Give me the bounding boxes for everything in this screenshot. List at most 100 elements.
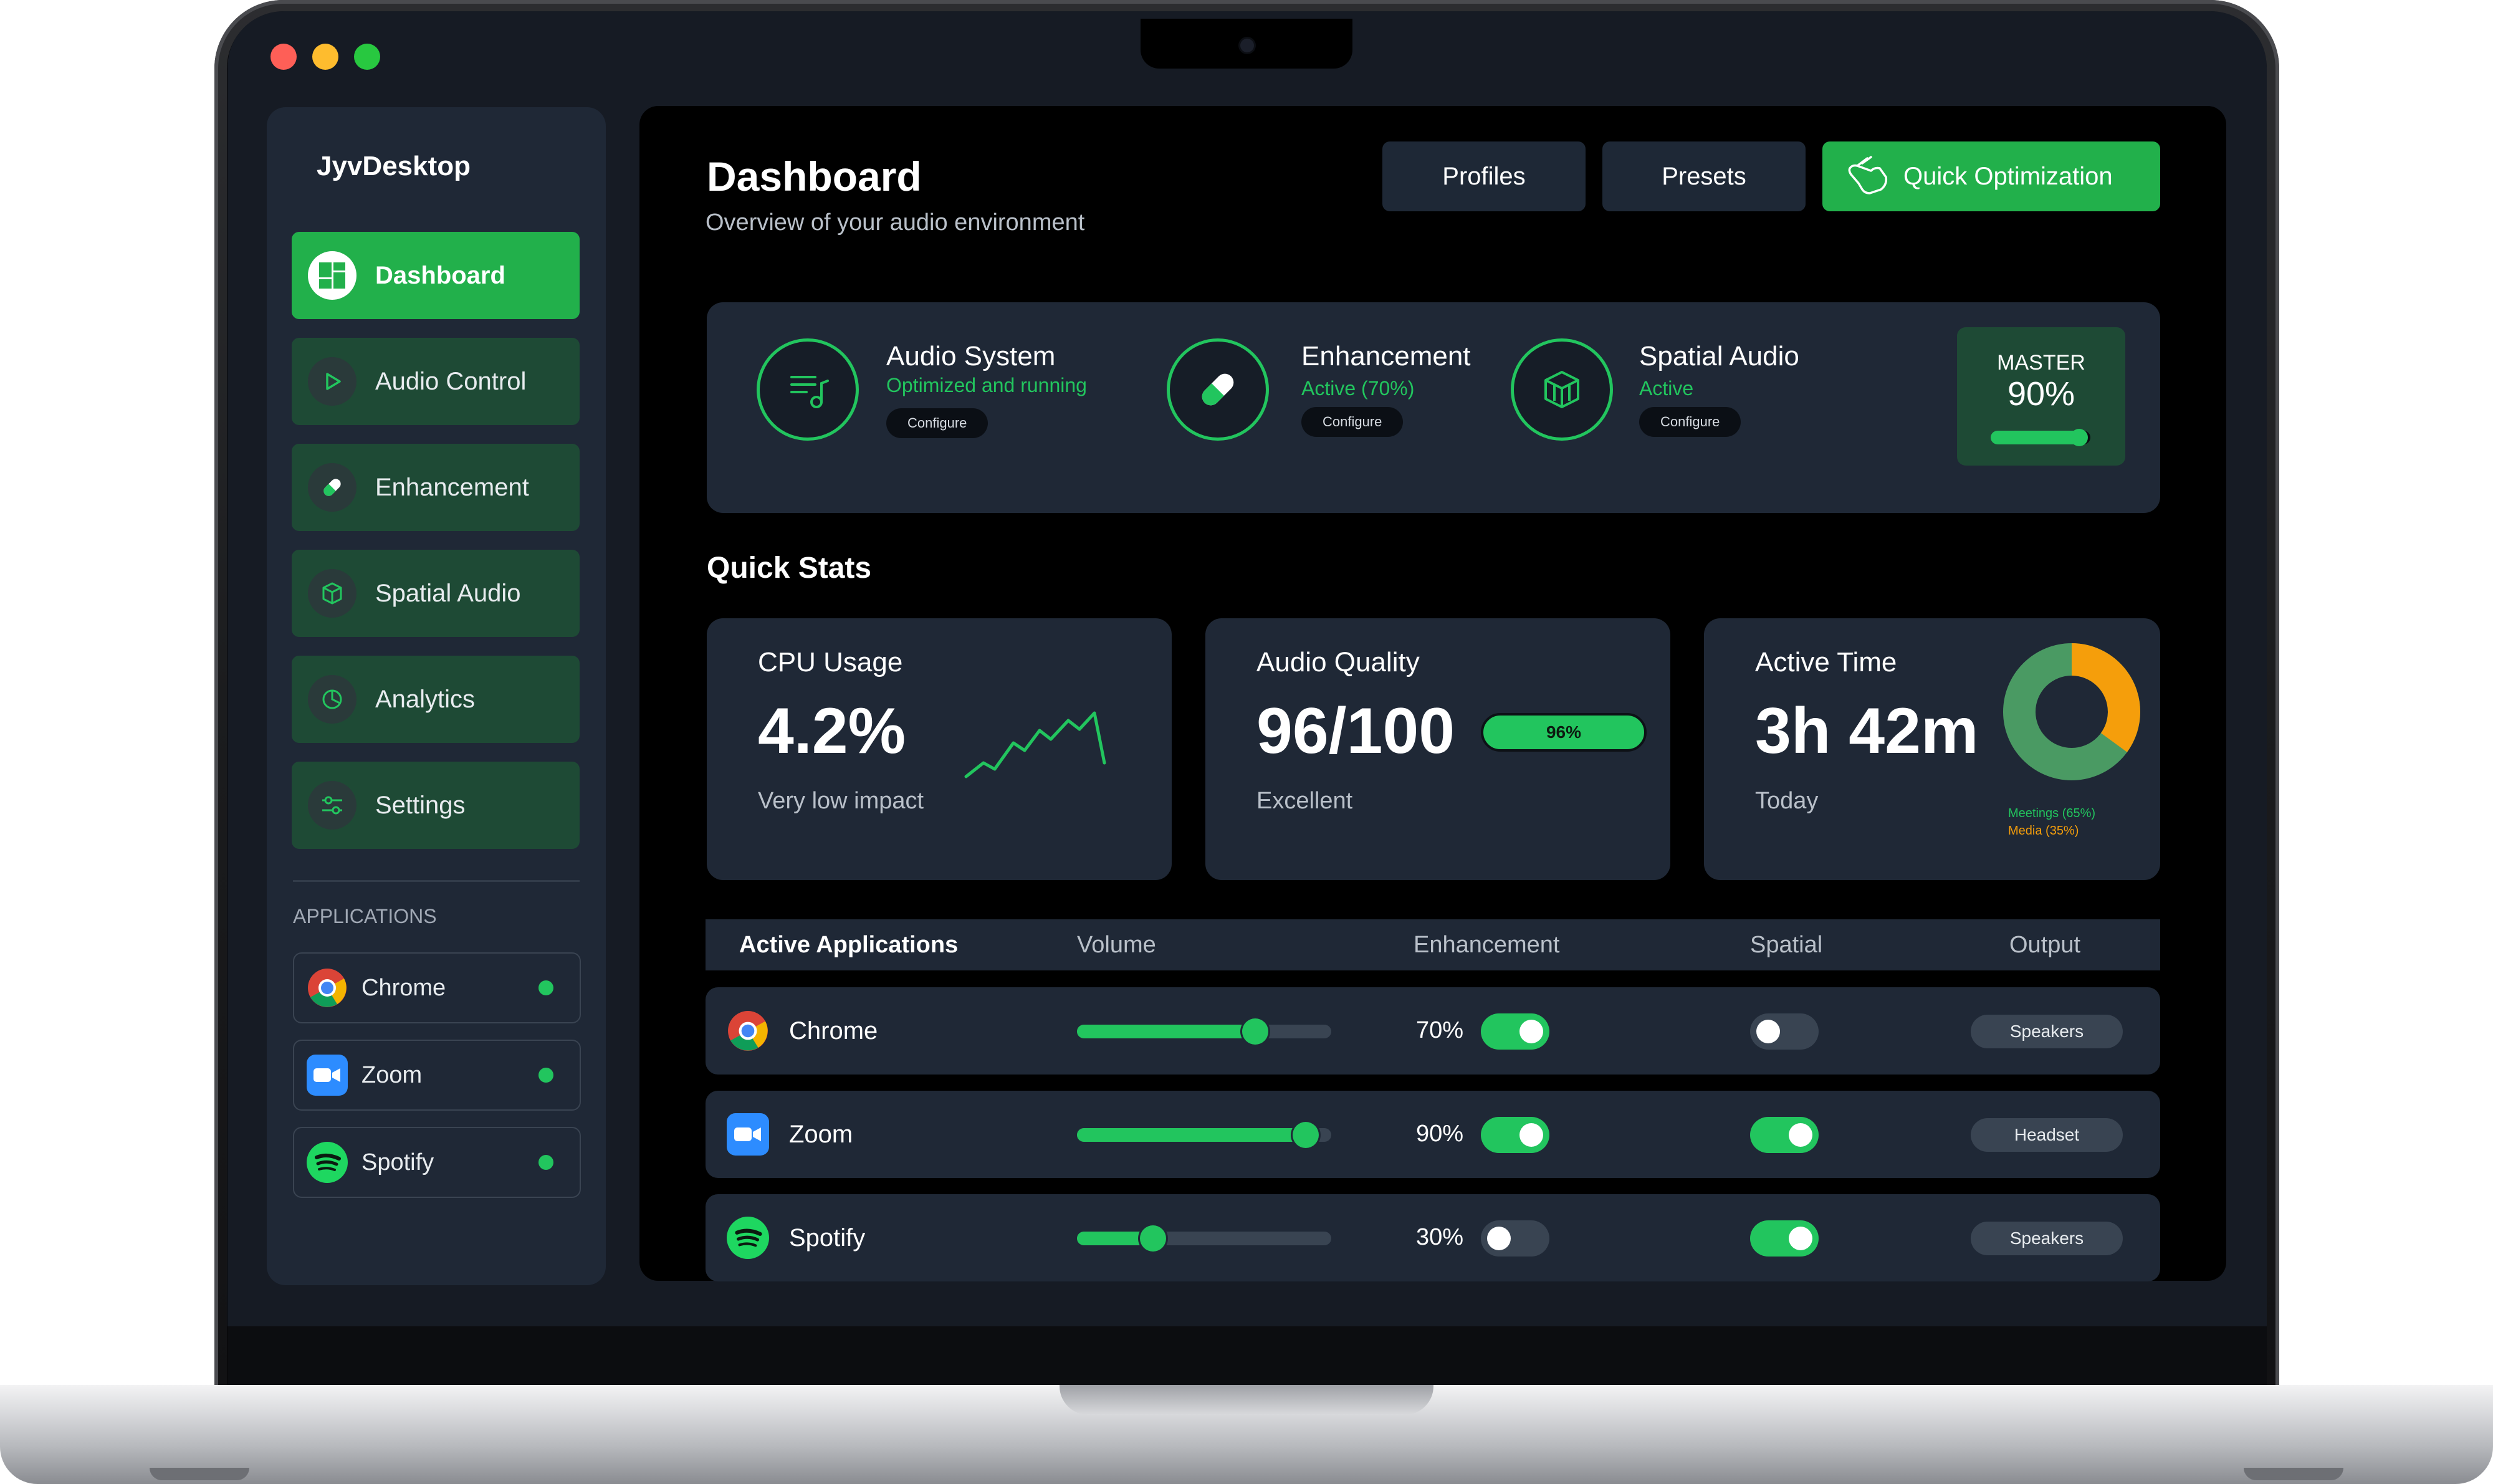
configure-audio-system-button[interactable]: Configure: [886, 408, 988, 438]
sidebar-item-analytics[interactable]: Analytics: [292, 656, 580, 743]
sidebar-item-audio-control[interactable]: Audio Control: [292, 338, 580, 425]
sidebar-item-label: Enhancement: [375, 473, 529, 501]
column-header-app: Active Applications: [739, 932, 959, 958]
quick-optimization-button[interactable]: Quick Optimization: [1822, 141, 2160, 211]
laptop-foot: [2244, 1468, 2343, 1480]
zoom-icon: [307, 1055, 348, 1096]
sidebar-divider: [293, 880, 580, 882]
toggle-knob: [1487, 1227, 1511, 1250]
spatial-toggle[interactable]: [1750, 1220, 1819, 1257]
sidebar-app-spotify[interactable]: Spotify: [293, 1127, 581, 1198]
presets-button[interactable]: Presets: [1602, 141, 1806, 211]
enhancement-toggle[interactable]: [1481, 1013, 1549, 1050]
cpu-sparkline: [964, 711, 1106, 778]
app-name: Zoom: [789, 1121, 853, 1148]
applications-table-header: Active Applications Volume Enhancement S…: [706, 919, 2160, 970]
configure-spatial-audio-button[interactable]: Configure: [1639, 407, 1741, 437]
volume-slider[interactable]: [1077, 1018, 1331, 1045]
table-row: Spotify 30% Speakers: [706, 1194, 2160, 1281]
volume-handle[interactable]: [1242, 1018, 1268, 1045]
main-panel: Dashboard Overview of your audio environ…: [639, 106, 2226, 1281]
active-time-value: 3h 42m: [1755, 695, 1979, 767]
sidebar-app-chrome[interactable]: Chrome: [293, 952, 581, 1023]
close-window-button[interactable]: [270, 44, 297, 70]
sidebar-item-spatial-audio[interactable]: Spatial Audio: [292, 550, 580, 637]
volume-fill: [1077, 1128, 1306, 1142]
master-volume-card: MASTER 90%: [1957, 327, 2125, 466]
column-header-enhancement: Enhancement: [1414, 932, 1560, 958]
zoom-window-button[interactable]: [354, 44, 380, 70]
active-time-desc: Today: [1755, 788, 1819, 814]
usage-donut-chart: [2003, 643, 2140, 780]
audio-quality-card: Audio Quality 96/100 96% Excellent: [1205, 618, 1670, 880]
enhancement-toggle[interactable]: [1481, 1117, 1549, 1153]
volume-slider[interactable]: [1077, 1122, 1331, 1148]
spatial-audio-title: Spatial Audio: [1639, 341, 1799, 371]
zoom-icon: [727, 1113, 769, 1156]
configure-enhancement-button[interactable]: Configure: [1301, 407, 1404, 437]
app-name: Zoom: [361, 1061, 423, 1088]
sidebar: JyvDesktop Dashboard Audio Control Enhan…: [267, 107, 606, 1285]
audio-quality-label: Audio Quality: [1256, 647, 1420, 677]
minimize-window-button[interactable]: [312, 44, 338, 70]
camera-icon: [1240, 39, 1254, 52]
applications-heading: APPLICATIONS: [293, 905, 437, 927]
toggle-knob: [1519, 1020, 1543, 1043]
app-brand: JyvDesktop: [317, 151, 471, 181]
output-selector[interactable]: Speakers: [1971, 1222, 2123, 1255]
page-title: Dashboard: [707, 153, 922, 199]
sidebar-item-settings[interactable]: Settings: [292, 762, 580, 849]
master-volume-handle[interactable]: [2070, 429, 2088, 446]
spotify-icon: [727, 1217, 769, 1259]
master-volume-fill: [1991, 431, 2080, 444]
sidebar-item-label: Spatial Audio: [375, 579, 521, 607]
output-selector[interactable]: Speakers: [1971, 1015, 2123, 1048]
audio-system-title: Audio System: [886, 341, 1056, 371]
sidebar-item-label: Dashboard: [375, 261, 505, 289]
volume-handle[interactable]: [1293, 1122, 1319, 1148]
table-row: Zoom 90% Headset: [706, 1091, 2160, 1178]
enhancement-title: Enhancement: [1301, 341, 1471, 371]
spatial-toggle[interactable]: [1750, 1117, 1819, 1153]
sidebar-item-label: Settings: [375, 791, 466, 819]
output-selector[interactable]: Headset: [1971, 1118, 2123, 1152]
donut-slice-media: [2003, 643, 2140, 780]
sidebar-item-enhancement[interactable]: Enhancement: [292, 444, 580, 531]
spatial-audio-status: Active: [1639, 377, 1694, 400]
laptop-thumb-notch: [1060, 1385, 1433, 1415]
cpu-usage-card: CPU Usage 4.2% Very low impact: [707, 618, 1172, 880]
volume-slider[interactable]: [1077, 1225, 1331, 1252]
audio-system-status: Optimized and running: [886, 374, 1087, 396]
app-name: Chrome: [789, 1017, 878, 1045]
master-value: 90%: [2007, 375, 2075, 413]
chrome-icon: [727, 1010, 769, 1052]
cpu-usage-value: 4.2%: [758, 695, 906, 767]
spatial-toggle[interactable]: [1750, 1013, 1819, 1050]
spotify-icon: [307, 1142, 348, 1183]
sidebar-item-dashboard[interactable]: Dashboard: [292, 232, 580, 319]
active-indicator: [538, 1068, 553, 1083]
profiles-button[interactable]: Profiles: [1382, 141, 1586, 211]
volume-handle[interactable]: [1140, 1225, 1167, 1252]
legend-meetings: Meetings (65%): [2008, 807, 2096, 820]
app-name: Spotify: [361, 1149, 434, 1175]
audio-status-card: Audio System Optimized and running Confi…: [707, 302, 2160, 513]
audio-quality-value: 96/100: [1256, 695, 1455, 767]
pie-icon: [308, 675, 356, 724]
enhancement-percent: 30%: [1416, 1224, 1464, 1250]
sidebar-app-zoom[interactable]: Zoom: [293, 1040, 581, 1111]
active-indicator: [538, 980, 553, 995]
cpu-usage-label: CPU Usage: [758, 647, 903, 677]
enhancement-toggle[interactable]: [1481, 1220, 1549, 1257]
active-time-card: Active Time 3h 42m Today Meetings (65%) …: [1704, 618, 2160, 880]
toggle-knob: [1519, 1123, 1543, 1147]
toggle-knob: [1756, 1020, 1780, 1043]
cpu-usage-desc: Very low impact: [758, 788, 924, 814]
quick-optimization-label: Quick Optimization: [1903, 162, 2113, 190]
master-volume-slider[interactable]: [1991, 429, 2090, 446]
active-indicator: [538, 1155, 553, 1170]
enhancement-status: Active (70%): [1301, 377, 1415, 400]
quick-stats-heading: Quick Stats: [707, 552, 872, 585]
sliders-icon: [308, 781, 356, 830]
hand-pointer-icon: [1844, 150, 1891, 203]
